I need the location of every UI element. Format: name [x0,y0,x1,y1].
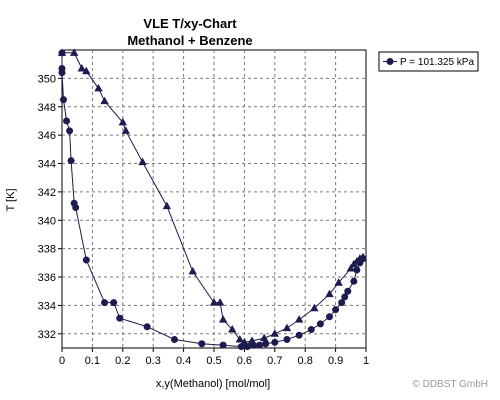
vapor-data-point [215,298,225,306]
grid-lines [62,50,366,348]
x-tick-label: 0.8 [298,355,313,367]
y-tick-label: 342 [38,187,56,199]
liquid-data-point [307,326,315,334]
x-tick-label: 0.5 [206,355,221,367]
vapor-data-point [69,48,79,56]
liquid-data-point [101,299,109,307]
vapor-data-point [188,266,197,275]
vapor-data-point [235,334,245,343]
vapor-data-point [259,333,269,342]
liquid-data-point [350,277,358,285]
liquid-data-point [332,306,340,314]
liquid-data-point [219,341,227,349]
vapor-data-point [282,323,292,332]
vapor-data-point [294,315,304,323]
x-tick-label: 0.9 [328,355,343,367]
liquid-data-point [63,117,71,125]
y-tick-label: 350 [38,73,56,85]
liquid-data-point [316,320,324,328]
chart-subtitle: Methanol + Benzene [127,33,252,48]
x-tick-label: 1 [363,355,369,367]
y-tick-label: 346 [38,130,56,142]
y-axis-ticks: 332 334 336 338 340 342 344 346 348 350 [38,73,62,341]
legend-box [378,51,479,72]
liquid-data-point [67,157,75,165]
liquid-data-point [256,341,264,349]
vapor-data-point [209,298,219,306]
y-tick-label: 334 [38,300,56,312]
liquid-data-point [271,338,279,346]
y-tick-label: 332 [38,329,56,341]
liquid-data-point [66,127,74,135]
x-tick-label: 0.2 [115,355,130,367]
x-tick-label: 0.6 [237,355,252,367]
x-tick-label: 0.1 [85,355,100,367]
vapor-data-point [77,63,86,72]
y-tick-label: 338 [38,244,56,256]
x-tick-label: 0.7 [267,355,282,367]
vapor-data-point [121,126,131,134]
vapor-data-point [228,325,237,333]
liquid-data-point [82,256,90,264]
x-tick-label: 0.4 [176,355,191,367]
y-axis-label: T [K] [5,188,17,211]
x-tick-label: 0 [59,355,65,367]
liquid-data-point [338,299,346,307]
vapor-data-point [162,201,172,210]
vapor-data-point [325,289,334,298]
liquid-data-point [170,335,178,343]
vapor-data-point [358,252,368,261]
legend: P = 101.325 kPa [378,51,479,72]
vapor-data-point [240,337,249,346]
liquid-data-point [262,340,270,348]
vapor-data-point [310,303,319,312]
legend-marker [386,58,394,65]
legend-label: P = 101.325 kPa [400,57,474,68]
vapor-data-point [138,157,147,166]
vapor-data-point [270,329,279,337]
liquid-data-point [60,96,68,104]
y-tick-label: 348 [38,102,56,114]
liquid-data-point [143,323,151,331]
x-axis-label: x,y(Methanol) [mol/mol] [156,378,270,390]
y-tick-label: 344 [38,159,56,171]
liquid-data-point [58,69,66,77]
liquid-data-point [198,340,206,348]
vapor-data-point [57,48,67,56]
liquid-data-point [326,313,334,321]
x-axis-ticks: 0 0.1 0.2 0.3 0.4 0.5 0.6 0.7 0.8 0.9 1 [59,348,369,367]
vapor-data-point [334,278,343,286]
liquid-data-point [344,287,352,295]
x-tick-label: 0.3 [146,355,161,367]
vapor-data-point [346,264,355,272]
liquid-data-point [283,335,291,343]
vapor-data-point [118,117,127,126]
liquid-data-point [353,266,361,274]
vapor-data-point [247,336,257,344]
vapor-data-point [82,66,91,75]
series-markers [57,48,368,351]
liquid-data-point [116,314,124,322]
vapor-data-point [100,96,109,105]
vapor-data-point [218,315,228,323]
liquid-data-point [110,299,118,307]
vapor-data-point [94,83,103,92]
liquid-data-point [295,331,303,339]
y-tick-label: 340 [38,215,56,227]
liquid-data-point [72,204,80,212]
copyright-notice: © DDBST GmbH [412,379,488,390]
liquid-data-point [341,293,349,301]
chart-title: VLE T/xy-Chart [143,16,237,31]
y-tick-label: 336 [38,272,56,284]
